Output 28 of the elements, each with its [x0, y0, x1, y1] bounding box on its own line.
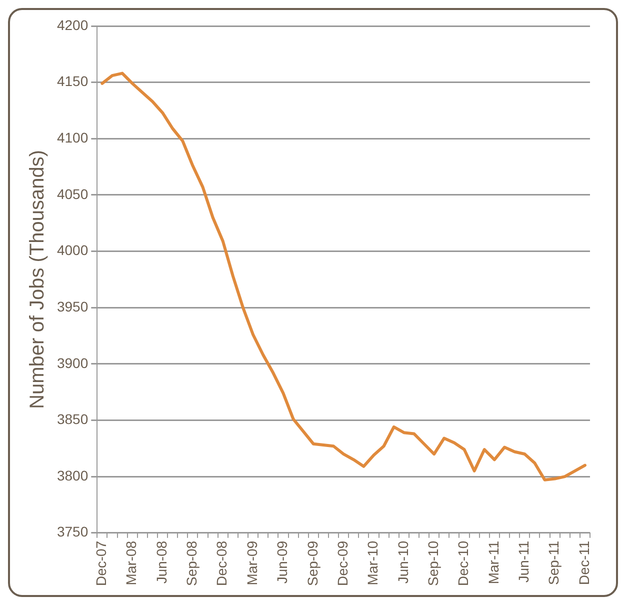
- x-tick-label: Dec-08: [214, 540, 230, 586]
- x-tick-label: Sep-10: [424, 540, 441, 586]
- y-axis-title: Number of Jobs (Thousands): [26, 150, 49, 409]
- y-tick-label: 4100: [56, 129, 88, 146]
- x-tick-label: Sep-09: [304, 540, 320, 586]
- y-tick-label: 3850: [56, 411, 88, 428]
- y-tick-label: 4050: [56, 186, 88, 202]
- y-tick-label: 3750: [56, 524, 88, 540]
- x-tick-label: Sep-11: [546, 540, 562, 585]
- x-tick-label: Mar-11: [485, 540, 502, 584]
- x-tick-label: Dec-07: [93, 540, 110, 586]
- x-tick-label: Jun-10: [394, 540, 411, 584]
- x-tick-label: Mar-09: [244, 540, 260, 586]
- x-tick-label: Jun-09: [274, 540, 290, 584]
- y-tick-label: 3900: [56, 354, 88, 371]
- y-tick-label: 4000: [56, 242, 88, 258]
- x-tick-label: Jun-11: [515, 540, 532, 583]
- x-tick-label: Sep-08: [184, 540, 200, 586]
- x-tick-label: Mar-10: [364, 540, 381, 586]
- y-tick-label: 4200: [56, 16, 88, 33]
- x-tick-label: Mar-08: [123, 540, 140, 586]
- x-tick-label: Dec-11: [576, 540, 592, 585]
- x-tick-label: Dec-10: [455, 540, 472, 586]
- x-tick-label: Jun-08: [153, 540, 170, 584]
- y-tick-label: 3800: [56, 467, 88, 484]
- y-tick-label: 3950: [56, 298, 88, 314]
- x-tick-label: Dec-09: [334, 540, 350, 586]
- y-tick-label: 4150: [56, 73, 88, 90]
